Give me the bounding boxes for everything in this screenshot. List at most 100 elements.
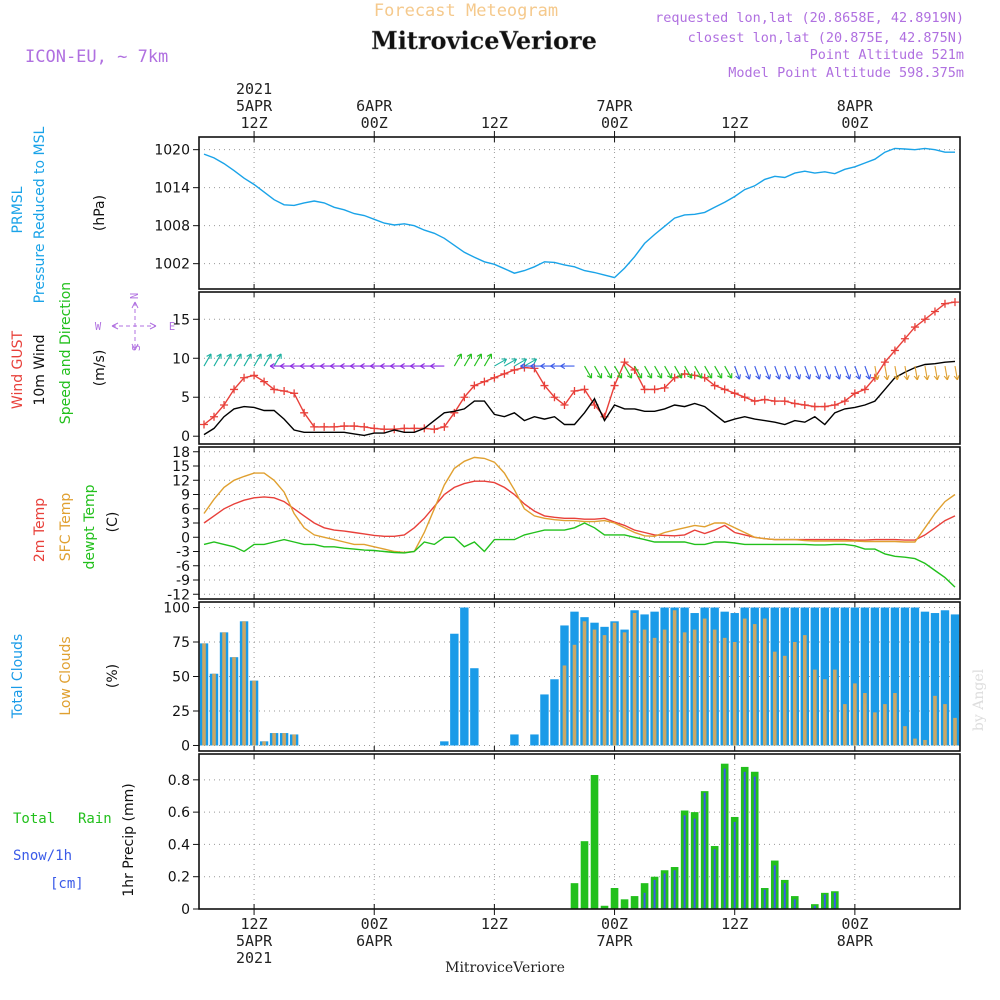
low-cloud-bar	[853, 683, 857, 746]
wind-direction-arrow	[704, 365, 713, 379]
dewpt-label: dewpt Temp	[82, 484, 98, 569]
wind-arrow-head	[246, 353, 252, 359]
wind-direction-arrow	[714, 365, 723, 379]
watermark: by Angel	[971, 668, 987, 731]
bottom-time-label: 00Z	[361, 915, 388, 933]
wind-arrow-head	[943, 374, 950, 381]
top-time-label: 00Z	[601, 114, 628, 132]
wind-arrow-head	[666, 373, 673, 379]
low-cloud-bar	[883, 704, 887, 746]
wind-arrow-head	[420, 363, 425, 370]
wind-arrow-head	[540, 363, 546, 370]
total-cloud-bar	[470, 668, 479, 746]
temp2m-label: 2m Temp	[32, 498, 48, 562]
wind-arrow-head	[486, 353, 493, 359]
low-cloud-bar	[772, 651, 777, 746]
footer-station: MitroviceVeriore	[445, 960, 565, 976]
wind-direction-arrow	[634, 365, 643, 379]
wind-direction-arrow	[654, 365, 663, 379]
bottom-time-label: 12Z	[721, 915, 748, 933]
total-cloud-bar	[540, 694, 549, 746]
temp-ytick-label: -9	[176, 573, 190, 589]
gust-marker	[660, 383, 669, 392]
wind-arrow-head	[319, 363, 325, 370]
clouds-ytick-label: 100	[163, 601, 190, 617]
precip-frame	[198, 753, 961, 910]
snow-bar	[653, 879, 656, 909]
top-time-label: 7APR	[596, 97, 633, 115]
temp-series-line	[203, 522, 956, 588]
wind-arrow-head	[466, 353, 472, 359]
wind-arrow-head	[530, 363, 536, 370]
wind-direction-arrow	[834, 365, 841, 380]
compass-w: W	[95, 321, 102, 333]
low-cloud-bar	[712, 629, 717, 746]
gust-marker	[570, 386, 579, 395]
wind-arrow-head	[256, 353, 262, 359]
low-cloud-bar	[622, 632, 627, 746]
wind-direction-arrow	[754, 365, 761, 380]
wind-series-line	[203, 301, 956, 430]
wind-direction-arrow	[764, 365, 771, 380]
gust-marker	[440, 422, 449, 431]
low-cloud-bar	[642, 629, 647, 746]
low-cloud-bar	[782, 655, 787, 746]
wind-direction-arrow	[614, 365, 623, 379]
wind-arrow-head	[656, 373, 663, 379]
total-cloud-bar	[910, 607, 920, 746]
wind-arrow-head	[865, 374, 872, 380]
low-cloud-bar	[632, 613, 637, 746]
total-cloud-bar	[840, 607, 850, 746]
wind-arrow-head	[765, 374, 772, 380]
gust-marker	[480, 377, 489, 386]
gust-marker	[880, 358, 889, 367]
wind-direction-arrow	[874, 365, 878, 380]
sfc-temp-label: SFC Temp	[58, 493, 74, 562]
wind-arrow-head	[727, 373, 733, 379]
gust-marker	[350, 422, 359, 431]
gust-marker	[710, 381, 719, 390]
wind-arrow-head	[707, 373, 713, 379]
wind-ytick-label: 10	[172, 351, 190, 367]
total-cloud-bar	[880, 607, 890, 746]
gust-marker	[940, 299, 949, 308]
low-cloud-bar	[792, 642, 797, 746]
precip-ytick-label: 0.6	[168, 805, 190, 821]
gust-marker	[850, 389, 859, 398]
gust-marker	[340, 422, 349, 431]
model-label: ICON-EU, ~ 7km	[25, 47, 168, 67]
gust-marker	[810, 402, 819, 411]
wind-direction-arrow	[483, 353, 492, 367]
wind-direction-arrow	[674, 365, 683, 379]
gust-marker	[640, 385, 649, 394]
low-cloud-bar	[272, 733, 276, 746]
station-title: MitroviceVeriore	[371, 26, 597, 55]
wind-arrow-head	[855, 374, 862, 380]
gust-marker	[520, 363, 529, 372]
wind-series-line	[203, 360, 956, 437]
wind-direction-arrow	[954, 365, 958, 380]
wind-ytick-label: 0	[181, 429, 190, 445]
total-cloud-bar	[550, 679, 559, 746]
total-cloud-bar	[440, 741, 449, 746]
low-cloud-bar	[742, 618, 747, 746]
wind-direction-arrow	[894, 365, 898, 380]
snow-bar	[643, 892, 646, 909]
pressure-panel-labels: PRMSL Pressure Reduced to MSL (hPa)	[10, 126, 108, 303]
low-cloud-bar	[212, 673, 216, 746]
gust-marker	[580, 385, 589, 394]
gust-marker	[380, 425, 389, 434]
wind-direction-arrow	[924, 365, 928, 380]
total-cloud-bar	[950, 614, 960, 746]
low-cloud-bar	[752, 624, 757, 746]
gust-marker	[780, 397, 789, 406]
wind-arrow-head	[933, 374, 940, 381]
clouds-ytick-label: 25	[172, 704, 190, 720]
low-cloud-bar	[662, 629, 667, 746]
gust-marker	[930, 307, 939, 316]
wind-arrow-head	[511, 358, 518, 364]
top-time-label: 2021	[236, 80, 272, 98]
wind-arrow-head	[476, 353, 483, 359]
total-cloud-bar	[860, 607, 870, 746]
wind-direction-arrow	[784, 365, 791, 380]
